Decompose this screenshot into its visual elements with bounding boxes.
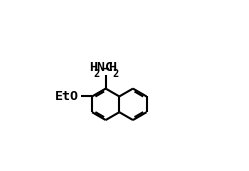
Text: C: C — [105, 61, 113, 74]
Text: 2: 2 — [94, 69, 100, 79]
Text: EtO: EtO — [55, 90, 79, 103]
Text: H: H — [89, 61, 97, 74]
Text: 2: 2 — [112, 69, 118, 79]
Text: N: N — [97, 61, 105, 74]
Text: —: — — [101, 61, 109, 74]
Text: H: H — [108, 61, 116, 74]
